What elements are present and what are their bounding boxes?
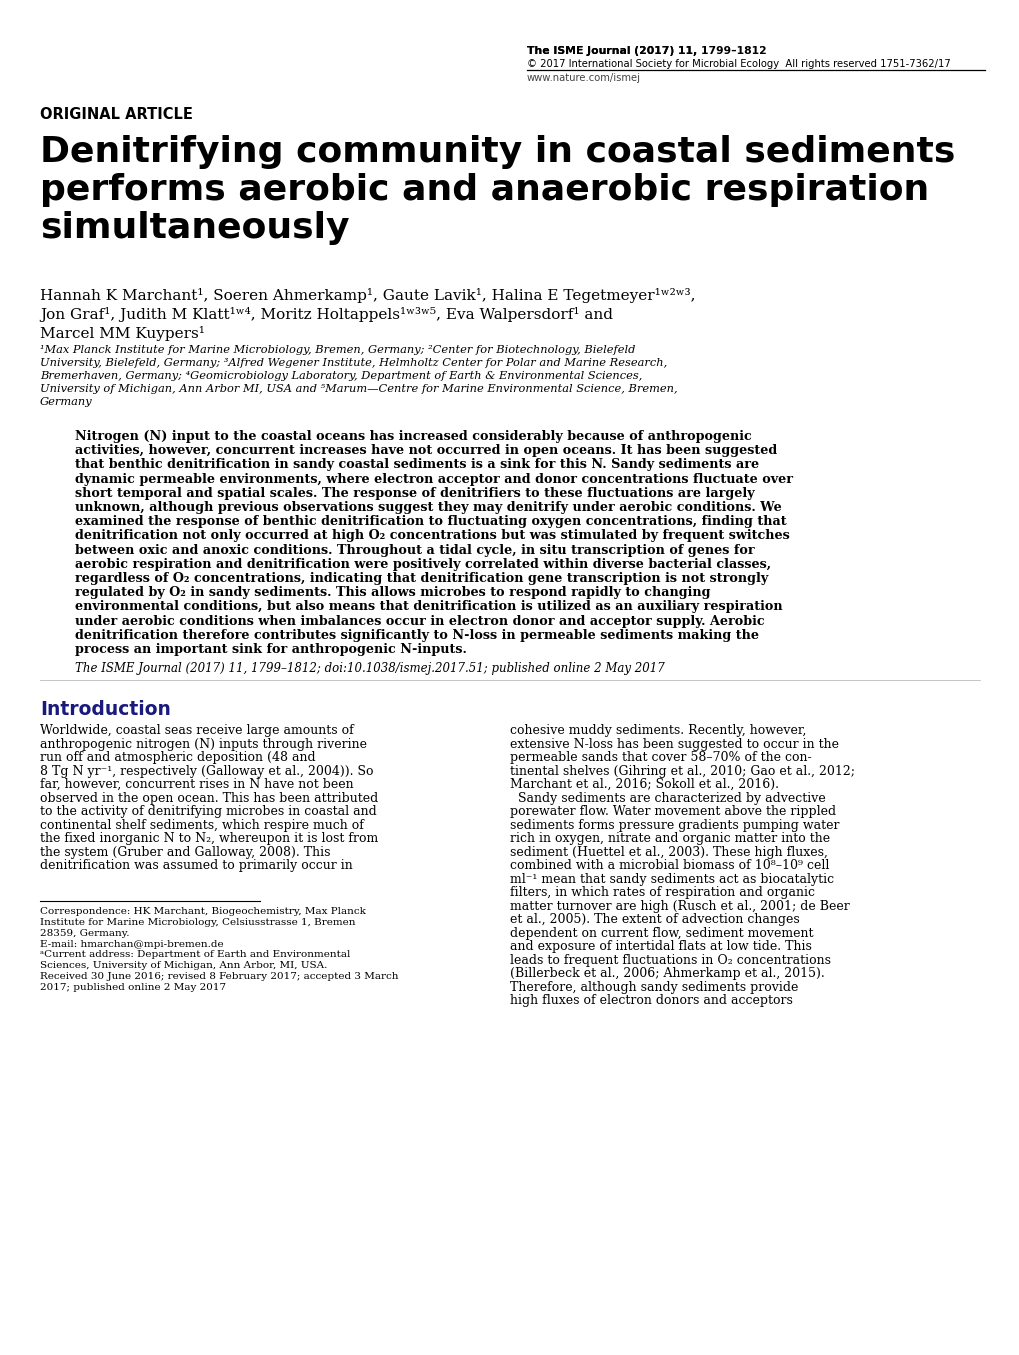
Text: the system (Gruber and Galloway, 2008). This: the system (Gruber and Galloway, 2008). … — [40, 846, 330, 859]
Text: Marcel MM Kuypers¹: Marcel MM Kuypers¹ — [40, 327, 205, 341]
Text: the fixed inorganic N to N₂, whereupon it is lost from: the fixed inorganic N to N₂, whereupon i… — [40, 832, 378, 846]
Text: to the activity of denitrifying microbes in coastal and: to the activity of denitrifying microbes… — [40, 805, 376, 818]
Text: matter turnover are high (Rusch et al., 2001; de Beer: matter turnover are high (Rusch et al., … — [510, 900, 849, 913]
Text: rich in oxygen, nitrate and organic matter into the: rich in oxygen, nitrate and organic matt… — [510, 832, 829, 846]
Text: examined the response of benthic denitrification to fluctuating oxygen concentra: examined the response of benthic denitri… — [75, 515, 786, 528]
Text: observed in the open ocean. This has been attributed: observed in the open ocean. This has bee… — [40, 791, 378, 805]
Text: Introduction: Introduction — [40, 701, 171, 720]
Text: ᵃCurrent address: Department of Earth and Environmental: ᵃCurrent address: Department of Earth an… — [40, 950, 351, 959]
Text: E-mail: hmarchan@mpi-bremen.de: E-mail: hmarchan@mpi-bremen.de — [40, 939, 223, 948]
Text: permeable sands that cover 58–70% of the con-: permeable sands that cover 58–70% of the… — [510, 751, 811, 764]
Text: regardless of O₂ concentrations, indicating that denitrification gene transcript: regardless of O₂ concentrations, indicat… — [75, 572, 767, 585]
Text: Germany: Germany — [40, 397, 93, 406]
Text: leads to frequent fluctuations in O₂ concentrations: leads to frequent fluctuations in O₂ con… — [510, 954, 830, 966]
Text: that benthic denitrification in sandy coastal sediments is a sink for this N. Sa: that benthic denitrification in sandy co… — [75, 458, 758, 472]
Text: process an important sink for anthropogenic N-inputs.: process an important sink for anthropoge… — [75, 644, 467, 656]
Text: Denitrifying community in coastal sediments: Denitrifying community in coastal sedime… — [40, 136, 955, 169]
Text: aerobic respiration and denitrification were positively correlated within divers: aerobic respiration and denitrification … — [75, 558, 770, 570]
Text: porewater flow. Water movement above the rippled: porewater flow. Water movement above the… — [510, 805, 836, 818]
Text: dependent on current flow, sediment movement: dependent on current flow, sediment move… — [510, 927, 813, 940]
Text: ¹Max Planck Institute for Marine Microbiology, Bremen, Germany; ²Center for Biot: ¹Max Planck Institute for Marine Microbi… — [40, 346, 635, 355]
Text: Received 30 June 2016; revised 8 February 2017; accepted 3 March: Received 30 June 2016; revised 8 Februar… — [40, 972, 398, 981]
Text: sediment (Huettel et al., 2003). These high fluxes,: sediment (Huettel et al., 2003). These h… — [510, 846, 827, 859]
Text: Sciences, University of Michigan, Ann Arbor, MI, USA.: Sciences, University of Michigan, Ann Ar… — [40, 961, 327, 970]
Text: regulated by O₂ in sandy sediments. This allows microbes to respond rapidly to c: regulated by O₂ in sandy sediments. This… — [75, 587, 710, 599]
Text: 8 Tg N yr⁻¹, respectively (Galloway et al., 2004)). So: 8 Tg N yr⁻¹, respectively (Galloway et a… — [40, 764, 373, 778]
Text: denitrification was assumed to primarily occur in: denitrification was assumed to primarily… — [40, 859, 353, 873]
Text: run off and atmospheric deposition (48 and: run off and atmospheric deposition (48 a… — [40, 751, 315, 764]
Text: Therefore, although sandy sediments provide: Therefore, although sandy sediments prov… — [510, 981, 798, 993]
Text: ml⁻¹ mean that sandy sediments act as biocatalytic: ml⁻¹ mean that sandy sediments act as bi… — [510, 873, 834, 886]
Text: far, however, concurrent rises in N have not been: far, however, concurrent rises in N have… — [40, 778, 354, 791]
Text: and exposure of intertidal flats at low tide. This: and exposure of intertidal flats at low … — [510, 940, 811, 953]
Text: Jon Graf¹, Judith M Klatt¹ʷ⁴, Moritz Holtappels¹ʷ³ʷ⁵, Eva Walpersdorf¹ and: Jon Graf¹, Judith M Klatt¹ʷ⁴, Moritz Hol… — [40, 308, 612, 322]
Text: sediments forms pressure gradients pumping water: sediments forms pressure gradients pumpi… — [510, 818, 839, 832]
Text: The ISME Journal (2017) 11, 1799–1812: The ISME Journal (2017) 11, 1799–1812 — [527, 46, 766, 56]
Text: continental shelf sediments, which respire much of: continental shelf sediments, which respi… — [40, 818, 364, 832]
Text: University, Bielefeld, Germany; ³Alfred Wegener Institute, Helmholtz Center for : University, Bielefeld, Germany; ³Alfred … — [40, 358, 666, 369]
Text: extensive N-loss has been suggested to occur in the: extensive N-loss has been suggested to o… — [510, 737, 839, 751]
Text: The ISME Journal (2017) 11, 1799–1812; doi:10.1038/ismej.2017.51; published onli: The ISME Journal (2017) 11, 1799–1812; d… — [75, 663, 664, 675]
Text: combined with a microbial biomass of 10⁸–10⁹ cell: combined with a microbial biomass of 10⁸… — [510, 859, 828, 873]
Text: short temporal and spatial scales. The response of denitrifiers to these fluctua: short temporal and spatial scales. The r… — [75, 486, 754, 500]
Text: (Billerbeck et al., 2006; Ahmerkamp et al., 2015).: (Billerbeck et al., 2006; Ahmerkamp et a… — [510, 967, 824, 980]
Text: Correspondence: HK Marchant, Biogeochemistry, Max Planck: Correspondence: HK Marchant, Biogeochemi… — [40, 908, 366, 916]
Text: unknown, although previous observations suggest they may denitrify under aerobic: unknown, although previous observations … — [75, 501, 781, 514]
Text: University of Michigan, Ann Arbor MI, USA and ⁵Marum—Centre for Marine Environme: University of Michigan, Ann Arbor MI, US… — [40, 383, 677, 394]
Text: Hannah K Marchant¹, Soeren Ahmerkamp¹, Gaute Lavik¹, Halina E Tegetmeyer¹ʷ²ʷ³,: Hannah K Marchant¹, Soeren Ahmerkamp¹, G… — [40, 289, 695, 304]
Text: activities, however, concurrent increases have not occurred in open oceans. It h: activities, however, concurrent increase… — [75, 444, 776, 457]
Text: under aerobic conditions when imbalances occur in electron donor and acceptor su: under aerobic conditions when imbalances… — [75, 615, 764, 627]
Text: www.nature.com/ismej: www.nature.com/ismej — [527, 73, 640, 83]
Text: anthropogenic nitrogen (N) inputs through riverine: anthropogenic nitrogen (N) inputs throug… — [40, 737, 367, 751]
Text: environmental conditions, but also means that denitrification is utilized as an : environmental conditions, but also means… — [75, 600, 782, 614]
Text: 2017; published online 2 May 2017: 2017; published online 2 May 2017 — [40, 982, 226, 992]
Text: ORIGINAL ARTICLE: ORIGINAL ARTICLE — [40, 107, 193, 122]
Text: et al., 2005). The extent of advection changes: et al., 2005). The extent of advection c… — [510, 913, 799, 927]
Text: denitrification therefore contributes significantly to N-loss in permeable sedim: denitrification therefore contributes si… — [75, 629, 758, 642]
Text: Institute for Marine Microbiology, Celsiusstrasse 1, Bremen: Institute for Marine Microbiology, Celsi… — [40, 917, 356, 927]
Text: Bremerhaven, Germany; ⁴Geomicrobiology Laboratory, Department of Earth & Environ: Bremerhaven, Germany; ⁴Geomicrobiology L… — [40, 371, 642, 381]
Text: dynamic permeable environments, where electron acceptor and donor concentrations: dynamic permeable environments, where el… — [75, 473, 792, 485]
Text: Sandy sediments are characterized by advective: Sandy sediments are characterized by adv… — [510, 791, 825, 805]
Text: Worldwide, coastal seas receive large amounts of: Worldwide, coastal seas receive large am… — [40, 724, 354, 737]
Text: The ISME Journal (2017) 11,: The ISME Journal (2017) 11, — [527, 46, 700, 56]
Text: tinental shelves (Gihring et al., 2010; Gao et al., 2012;: tinental shelves (Gihring et al., 2010; … — [510, 764, 854, 778]
Text: performs aerobic and anaerobic respiration: performs aerobic and anaerobic respirati… — [40, 173, 928, 207]
Text: Nitrogen (N) input to the coastal oceans has increased considerably because of a: Nitrogen (N) input to the coastal oceans… — [75, 430, 751, 443]
Text: denitrification not only occurred at high O₂ concentrations but was stimulated b: denitrification not only occurred at hig… — [75, 530, 789, 542]
Text: between oxic and anoxic conditions. Throughout a tidal cycle, in situ transcript: between oxic and anoxic conditions. Thro… — [75, 543, 754, 557]
Text: filters, in which rates of respiration and organic: filters, in which rates of respiration a… — [510, 886, 814, 900]
Text: cohesive muddy sediments. Recently, however,: cohesive muddy sediments. Recently, howe… — [510, 724, 806, 737]
Text: © 2017 International Society for Microbial Ecology  All rights reserved 1751-736: © 2017 International Society for Microbi… — [527, 60, 950, 69]
Text: simultaneously: simultaneously — [40, 211, 350, 245]
Text: high fluxes of electron donors and acceptors: high fluxes of electron donors and accep… — [510, 995, 792, 1007]
Text: Marchant et al., 2016; Sokoll et al., 2016).: Marchant et al., 2016; Sokoll et al., 20… — [510, 778, 779, 791]
Text: 28359, Germany.: 28359, Germany. — [40, 928, 129, 938]
